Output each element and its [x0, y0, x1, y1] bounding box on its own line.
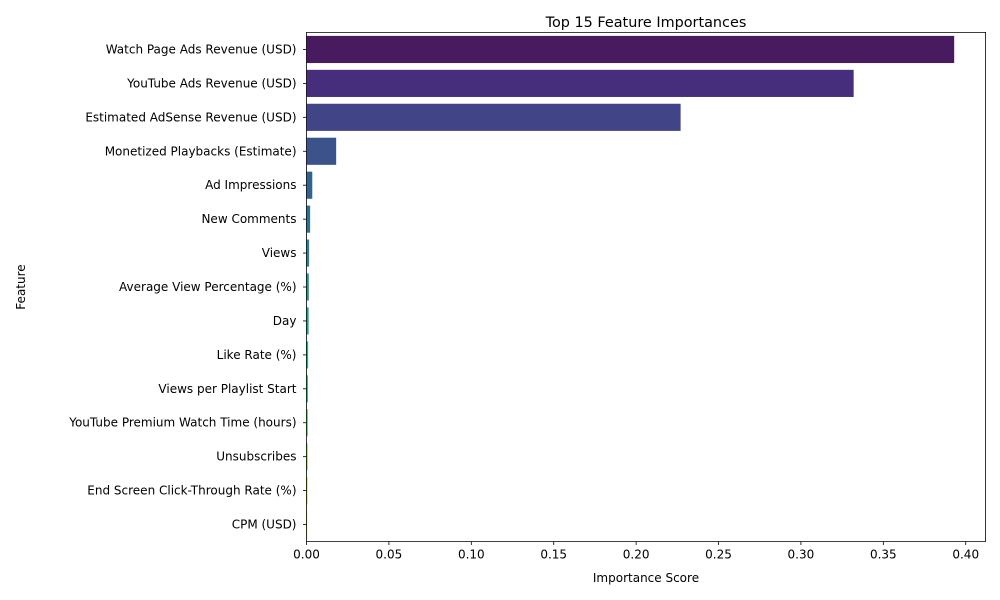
- y-tick-label: Like Rate (%): [217, 348, 297, 362]
- bar: [306, 375, 308, 403]
- bar: [306, 69, 854, 97]
- x-tick-label: 0.05: [376, 548, 403, 562]
- bar: [306, 273, 309, 301]
- y-tick-label: Views per Playlist Start: [158, 382, 296, 396]
- y-tick-label: Views: [262, 246, 297, 260]
- y-tick-label: YouTube Ads Revenue (USD): [126, 76, 296, 90]
- y-tick-label: New Comments: [201, 212, 296, 226]
- bar: [306, 137, 337, 165]
- bar: [306, 239, 310, 267]
- bar: [306, 35, 955, 64]
- bars-group: [306, 35, 955, 539]
- y-tick-label: CPM (USD): [232, 518, 297, 532]
- bar: [306, 477, 308, 505]
- x-tick-label: 0.00: [293, 548, 320, 562]
- x-tick-label: 0.25: [705, 548, 732, 562]
- y-axis-title: Feature: [14, 264, 28, 309]
- bar: [306, 103, 681, 131]
- y-tick-label: Unsubscribes: [216, 450, 296, 464]
- bar: [306, 341, 309, 369]
- x-tick-label: 0.10: [458, 548, 485, 562]
- y-axis-ticks: Watch Page Ads Revenue (USD) YouTube Ads …: [68, 42, 307, 532]
- x-axis-title: Importance Score: [593, 571, 699, 585]
- x-tick-label: 0.40: [952, 548, 979, 562]
- x-tick-label: 0.30: [788, 548, 815, 562]
- y-tick-label: End Screen Click-Through Rate (%): [87, 484, 296, 498]
- bar: [306, 443, 308, 471]
- x-axis-ticks: 0.00 0.05 0.10 0.15 0.20 0.25 0.30 0.35 0.40: [293, 541, 979, 562]
- x-tick-label: 0.15: [540, 548, 567, 562]
- bar: [306, 307, 309, 335]
- y-tick-label: Day: [273, 314, 297, 328]
- bar: [306, 171, 313, 199]
- x-tick-label: 0.20: [623, 548, 650, 562]
- y-tick-label: Average View Percentage (%): [119, 280, 296, 294]
- bar: [306, 205, 311, 233]
- chart-title: Top 15 Feature Importances: [545, 15, 747, 31]
- y-tick-label: Ad Impressions: [205, 178, 296, 192]
- x-tick-label: 0.35: [870, 548, 897, 562]
- bar: [306, 409, 308, 437]
- y-tick-label: Monetized Playbacks (Estimate): [105, 144, 297, 158]
- y-tick-label: YouTube Premium Watch Time (hours): [68, 416, 296, 430]
- y-tick-label: Watch Page Ads Revenue (USD): [106, 42, 297, 56]
- y-tick-label: Estimated AdSense Revenue (USD): [85, 110, 296, 124]
